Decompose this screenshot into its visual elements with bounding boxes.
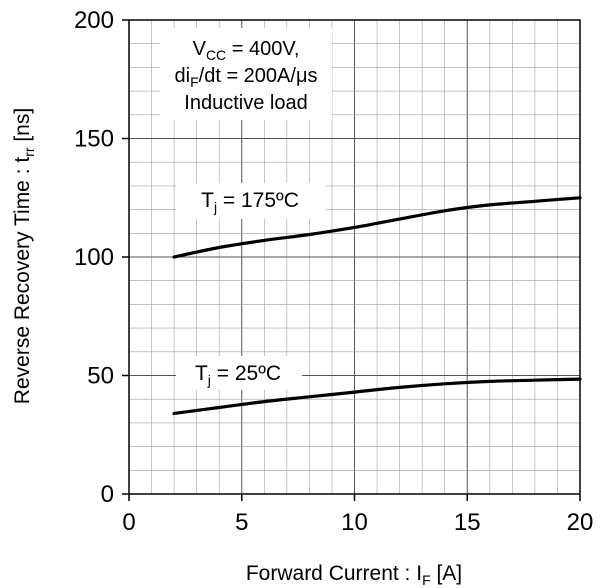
y-tick-label: 0: [101, 481, 114, 508]
x-tick-label: 15: [454, 509, 481, 536]
series-label-175c-text: Tj = 175ºC: [201, 189, 299, 215]
y-axis-title: Reverse Recovery Time : trr [ns]: [11, 108, 37, 404]
annotation-line-2: diF/dt = 200A/μs: [175, 65, 318, 90]
series-label-175c: Tj = 175ºC: [176, 183, 326, 219]
annotation-line-3: Inductive load: [184, 92, 307, 114]
annotation-background: [160, 28, 332, 120]
y-tick-label: 200: [74, 7, 114, 34]
series-label-25c: Tj = 25ºC: [176, 356, 302, 390]
y-tick-label: 50: [87, 363, 114, 390]
series-label-175c-background: [176, 183, 326, 219]
x-tick-label: 20: [567, 509, 594, 536]
x-tick-label: 0: [122, 509, 135, 536]
x-tick-label: 10: [341, 509, 368, 536]
x-axis-title: Forward Current : IF [A]: [246, 562, 462, 588]
x-tick-label: 5: [235, 509, 248, 536]
annotation-line-1: VCC = 400V,: [193, 38, 300, 63]
series-label-25c-background: [176, 356, 302, 390]
y-tick-label: 100: [74, 244, 114, 271]
series-label-25c-text: Tj = 25ºC: [195, 362, 281, 388]
series-line-175c: [172, 196, 582, 259]
curves: [172, 196, 582, 415]
series-line-25c: [172, 377, 582, 415]
y-tick-label: 150: [74, 126, 114, 153]
conditions-annotation: VCC = 400V, diF/dt = 200A/μs Inductive l…: [160, 28, 332, 120]
